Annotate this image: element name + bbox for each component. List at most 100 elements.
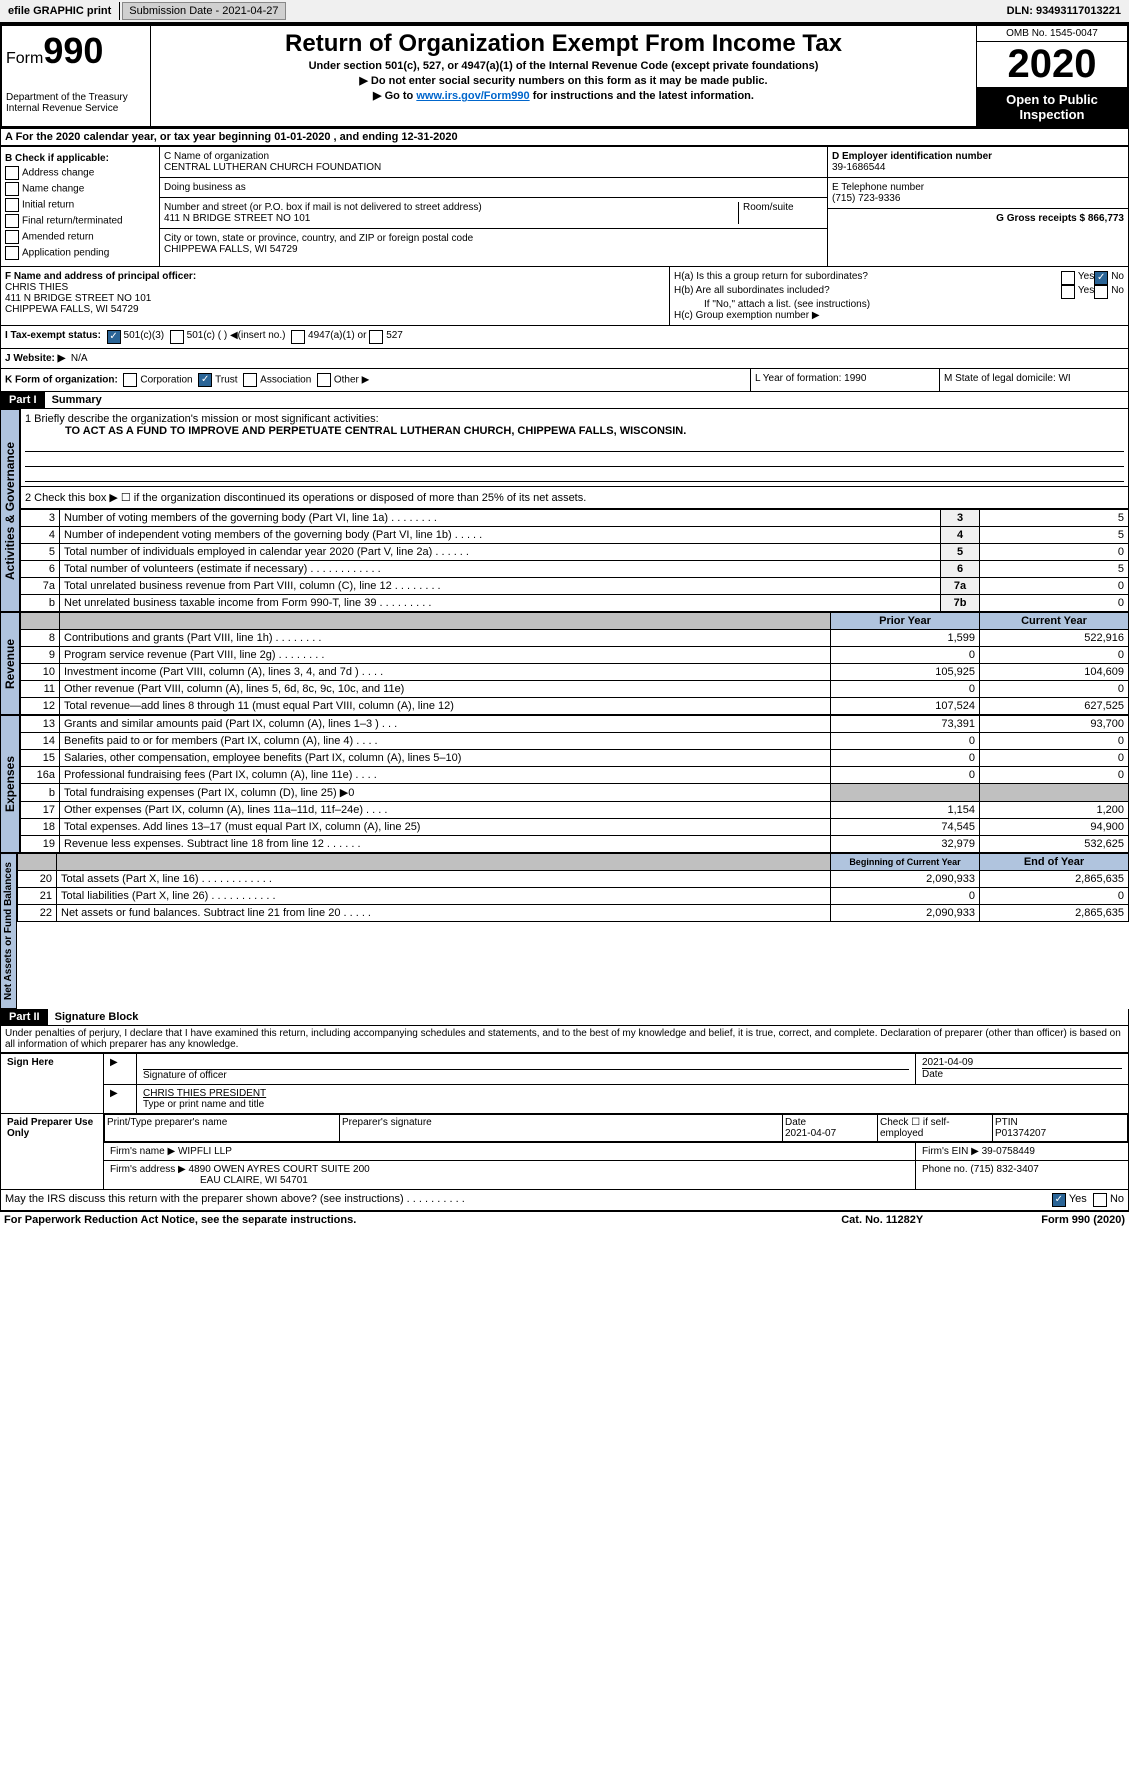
irs-link[interactable]: www.irs.gov/Form990	[416, 90, 529, 102]
box-j: J Website: ▶ N/A	[0, 349, 1129, 369]
checkbox-527[interactable]	[369, 330, 383, 344]
checkbox-name-change[interactable]	[5, 182, 19, 196]
net-assets-table: Beginning of Current YearEnd of Year20To…	[17, 853, 1129, 922]
submission-button[interactable]: Submission Date - 2021-04-27	[122, 2, 285, 20]
checkbox-trust[interactable]	[198, 373, 212, 387]
box-b: B Check if applicable: Address change Na…	[1, 147, 160, 266]
part2-badge: Part II	[1, 1009, 48, 1025]
box-h: H(a) Is this a group return for subordin…	[670, 267, 1128, 325]
checkbox-assoc[interactable]	[243, 373, 257, 387]
prep-sig-label: Preparer's signature	[340, 1115, 783, 1142]
form-label: Form	[6, 50, 43, 67]
year-formation: L Year of formation: 1990	[751, 369, 940, 391]
subtitle-3: ▶ Go to www.irs.gov/Form990 for instruct…	[155, 89, 972, 102]
checkbox-corp[interactable]	[123, 373, 137, 387]
net-assets-section: Net Assets or Fund Balances Beginning of…	[0, 853, 1129, 1009]
perjury-text: Under penalties of perjury, I declare th…	[0, 1026, 1129, 1053]
checkbox-hb-no[interactable]	[1094, 285, 1108, 299]
right-info: D Employer identification number 39-1686…	[828, 147, 1128, 266]
part1-header-row: Part I Summary	[0, 392, 1129, 409]
org-name: CENTRAL LUTHERAN CHURCH FOUNDATION	[164, 162, 823, 173]
form-header: Form990 Department of the Treasury Inter…	[0, 24, 1129, 128]
tax-year: 2020	[977, 42, 1127, 88]
expenses-section: Expenses 13Grants and similar amounts pa…	[0, 715, 1129, 853]
top-bar: efile GRAPHIC print Submission Date - 20…	[0, 0, 1129, 24]
checkbox-4947[interactable]	[291, 330, 305, 344]
box-c: C Name of organization CENTRAL LUTHERAN …	[160, 147, 828, 266]
efile-label: efile GRAPHIC print	[0, 2, 120, 20]
state-domicile: M State of legal domicile: WI	[940, 369, 1128, 391]
box-f: F Name and address of principal officer:…	[1, 267, 670, 325]
form-ref: Form 990 (2020)	[1041, 1214, 1125, 1226]
discuss-row: May the IRS discuss this return with the…	[0, 1190, 1129, 1211]
line2: 2 Check this box ▶ ☐ if the organization…	[20, 487, 1129, 509]
phone-value: (715) 723-9336	[832, 193, 1124, 204]
checkbox-amended[interactable]	[5, 230, 19, 244]
firm-name: WIPFLI LLP	[178, 1146, 232, 1157]
firm-phone: (715) 832-3407	[970, 1164, 1038, 1175]
open-public-badge: Open to Public Inspection	[977, 88, 1127, 126]
part2-header-row: Part II Signature Block	[0, 1009, 1129, 1026]
checkbox-501c3[interactable]	[107, 330, 121, 344]
ein-label: D Employer identification number	[832, 151, 992, 162]
revenue-section: Revenue Prior YearCurrent Year8Contribut…	[0, 612, 1129, 715]
expenses-table: 13Grants and similar amounts paid (Part …	[20, 715, 1129, 853]
gross-receipts: G Gross receipts $ 866,773	[996, 213, 1124, 224]
governance-section: Activities & Governance 1 Briefly descri…	[0, 409, 1129, 612]
sidebar-governance: Activities & Governance	[0, 409, 20, 612]
mission-text: TO ACT AS A FUND TO IMPROVE AND PERPETUA…	[25, 425, 1124, 437]
box-i: I Tax-exempt status: 501(c)(3) 501(c) ( …	[0, 326, 1129, 349]
website-value: N/A	[71, 353, 88, 364]
footer: For Paperwork Reduction Act Notice, see …	[0, 1211, 1129, 1228]
section-a-period: A For the 2020 calendar year, or tax yea…	[0, 128, 1129, 146]
self-employed-check: Check ☐ if self-employed	[878, 1115, 993, 1142]
header-center: Return of Organization Exempt From Incom…	[151, 26, 976, 126]
checkbox-address-change[interactable]	[5, 166, 19, 180]
revenue-table: Prior YearCurrent Year8Contributions and…	[20, 612, 1129, 715]
sig-officer-label: Signature of officer	[143, 1069, 909, 1081]
checkbox-hb-yes[interactable]	[1061, 285, 1075, 299]
checkbox-ha-no[interactable]	[1094, 271, 1108, 285]
irs-label: Internal Revenue Service	[6, 103, 146, 114]
paperwork-notice: For Paperwork Reduction Act Notice, see …	[4, 1214, 841, 1226]
subtitle-2: ▶ Do not enter social security numbers o…	[155, 74, 972, 87]
ptin-value: P01374207	[995, 1128, 1046, 1139]
checkbox-final-return[interactable]	[5, 214, 19, 228]
prep-date: 2021-04-07	[785, 1128, 836, 1139]
header-left: Form990 Department of the Treasury Inter…	[2, 26, 151, 126]
signature-table: Sign Here ▶ Signature of officer 2021-04…	[0, 1053, 1129, 1190]
checkbox-other[interactable]	[317, 373, 331, 387]
officer-printed-name: CHRIS THIES PRESIDENT	[143, 1088, 1122, 1099]
part2-title: Signature Block	[51, 1009, 143, 1025]
form-title: Return of Organization Exempt From Incom…	[155, 30, 972, 58]
dept-label: Department of the Treasury	[6, 92, 146, 103]
officer-name: CHRIS THIES	[5, 282, 665, 293]
sidebar-revenue: Revenue	[0, 612, 20, 715]
checkbox-discuss-yes[interactable]	[1052, 1193, 1066, 1207]
sign-here-label: Sign Here	[1, 1054, 104, 1114]
row-f-h: F Name and address of principal officer:…	[0, 267, 1129, 326]
part1-title: Summary	[48, 392, 106, 408]
checkbox-501c[interactable]	[170, 330, 184, 344]
checkbox-ha-yes[interactable]	[1061, 271, 1075, 285]
line1-label: 1 Briefly describe the organization's mi…	[25, 413, 1124, 425]
part1-badge: Part I	[1, 392, 45, 408]
org-address: 411 N BRIDGE STREET NO 101	[164, 213, 738, 224]
header-right: OMB No. 1545-0047 2020 Open to Public In…	[976, 26, 1127, 126]
phone-label: E Telephone number	[832, 182, 1124, 193]
subtitle-1: Under section 501(c), 527, or 4947(a)(1)…	[155, 60, 972, 72]
prep-name-label: Print/Type preparer's name	[105, 1115, 340, 1142]
org-city: CHIPPEWA FALLS, WI 54729	[164, 244, 823, 255]
main-info-block: B Check if applicable: Address change Na…	[0, 146, 1129, 267]
sidebar-net-assets: Net Assets or Fund Balances	[0, 853, 17, 1009]
room-label: Room/suite	[738, 202, 823, 224]
checkbox-discuss-no[interactable]	[1093, 1193, 1107, 1207]
cat-no: Cat. No. 11282Y	[841, 1214, 1041, 1226]
firm-ein: 39-0758449	[982, 1146, 1035, 1157]
checkbox-initial-return[interactable]	[5, 198, 19, 212]
ein-value: 39-1686544	[832, 162, 1124, 173]
sidebar-expenses: Expenses	[0, 715, 20, 853]
box-klm: K Form of organization: Corporation Trus…	[0, 369, 1129, 392]
governance-table: 3Number of voting members of the governi…	[20, 509, 1129, 612]
checkbox-pending[interactable]	[5, 246, 19, 260]
